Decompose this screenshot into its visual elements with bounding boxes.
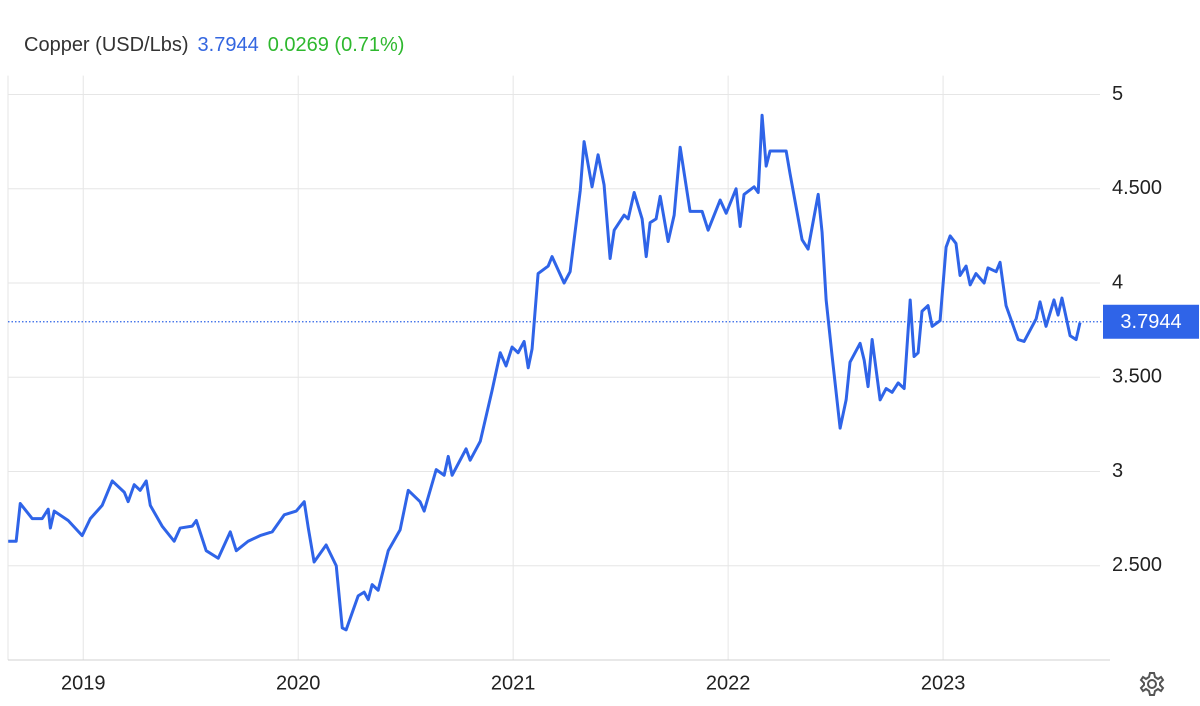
header: Copper (USD/Lbs) 3.7944 0.0269 (0.71%) — [24, 34, 404, 57]
settings-icon[interactable] — [1139, 672, 1165, 696]
settings-icon-center — [1147, 679, 1157, 689]
change-percent: (0.71%) — [334, 34, 405, 56]
price-change: 0.0269 (0.71%) — [268, 34, 405, 57]
y-tick-label: 5 — [1112, 83, 1123, 105]
chart-title: Copper (USD/Lbs) — [24, 34, 189, 56]
x-tick-label: 2022 — [706, 672, 751, 694]
x-tick-label: 2021 — [491, 672, 536, 694]
x-tick-label: 2020 — [276, 672, 321, 694]
y-tick-label: 4.500 — [1112, 177, 1162, 199]
last-price-badge — [1103, 304, 1199, 339]
y-tick-label: 4 — [1112, 271, 1123, 293]
y-tick-label: 3 — [1112, 460, 1123, 482]
last-price: 3.7944 — [197, 34, 259, 56]
change-value: 0.0269 — [267, 34, 329, 56]
y-tick-label: 2.500 — [1112, 554, 1162, 576]
price-line — [8, 113, 1082, 632]
last-price-label: 3.7944 — [1120, 311, 1181, 333]
y-tick-label: 3.500 — [1112, 366, 1162, 388]
settings-icon-gear — [1139, 672, 1165, 696]
x-tick-label: 2023 — [921, 672, 966, 694]
x-tick-label: 2019 — [61, 672, 106, 694]
